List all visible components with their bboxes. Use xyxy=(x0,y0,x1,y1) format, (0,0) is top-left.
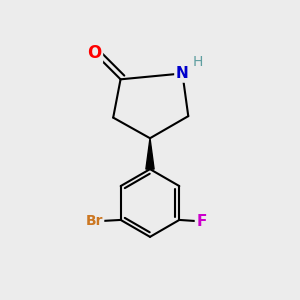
Text: N: N xyxy=(176,66,189,81)
Text: H: H xyxy=(193,55,203,69)
Text: O: O xyxy=(87,44,101,62)
Polygon shape xyxy=(146,138,154,169)
Text: F: F xyxy=(196,214,207,229)
Text: Br: Br xyxy=(85,214,103,228)
